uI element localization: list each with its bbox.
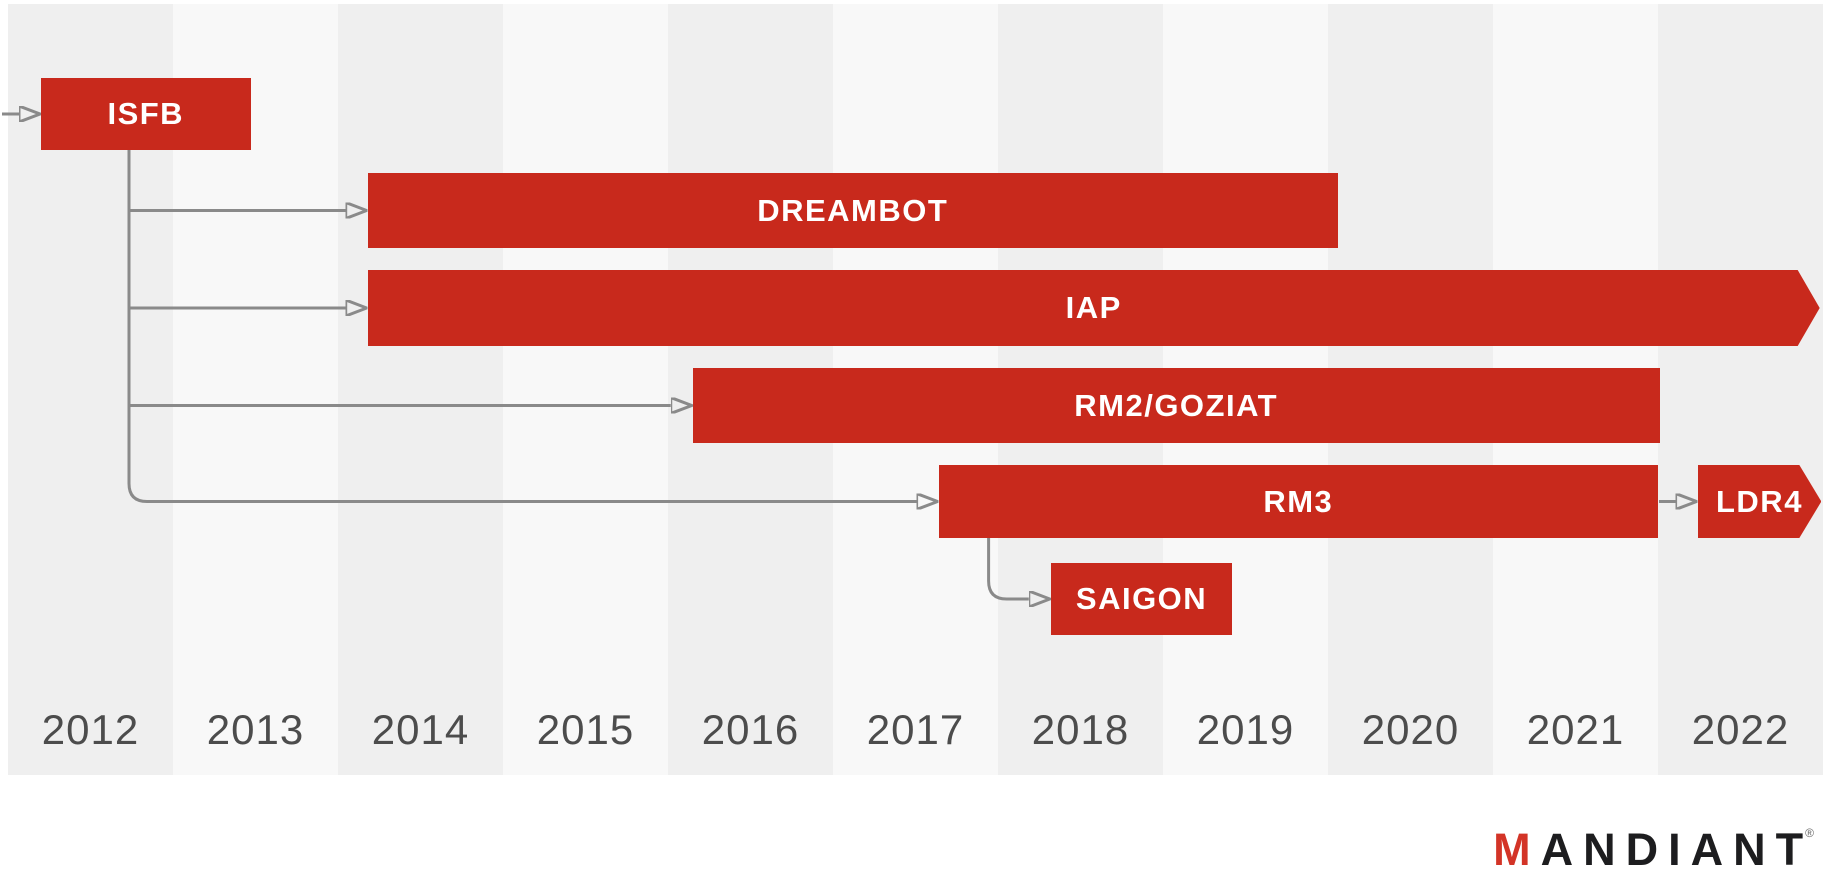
bar-iap: IAP xyxy=(368,270,1820,346)
bar-rm2: RM2/GOZIAT xyxy=(692,368,1660,443)
axis-year-label: 2015 xyxy=(536,706,635,753)
bar-dreambot: DREAMBOT xyxy=(367,173,1338,248)
bar-label: IAP xyxy=(1065,290,1122,325)
bar-isfb: ISFB xyxy=(41,78,251,150)
year-column-2014 xyxy=(338,4,503,775)
bar-label: DREAMBOT xyxy=(757,192,949,228)
registered-trademark-icon: ® xyxy=(1805,826,1814,840)
axis-year-label: 2016 xyxy=(701,706,800,753)
axis-year-label: 2021 xyxy=(1526,706,1625,753)
axis-year-label: 2013 xyxy=(206,706,305,753)
axis-year-label: 2014 xyxy=(371,706,470,753)
year-column-2015 xyxy=(503,4,668,775)
logo-wordmark-rest: ANDIANT xyxy=(1540,824,1814,875)
mandiant-logo: MANDIANT® xyxy=(1493,824,1814,876)
bar-label: SAIGON xyxy=(1075,581,1208,616)
bar-label: RM2/GOZIAT xyxy=(1074,387,1279,423)
bar-ldr4: LDR4 xyxy=(1698,465,1822,538)
axis-year-label: 2022 xyxy=(1691,706,1790,753)
axis-year-label: 2017 xyxy=(866,706,965,753)
bar-label: RM3 xyxy=(1263,483,1334,519)
bar-label: LDR4 xyxy=(1715,483,1803,519)
axis-year-label: 2020 xyxy=(1361,706,1460,753)
bar-rm3: RM3 xyxy=(938,465,1658,538)
logo-letter-m: M xyxy=(1493,824,1541,875)
axis-year-label: 2019 xyxy=(1196,706,1295,753)
axis-year-label: 2012 xyxy=(41,706,140,753)
year-column-2022 xyxy=(1658,4,1823,775)
axis-year-label: 2018 xyxy=(1031,706,1130,753)
bar-saigon: SAIGON xyxy=(1050,563,1233,635)
bar-label: ISFB xyxy=(107,96,185,131)
